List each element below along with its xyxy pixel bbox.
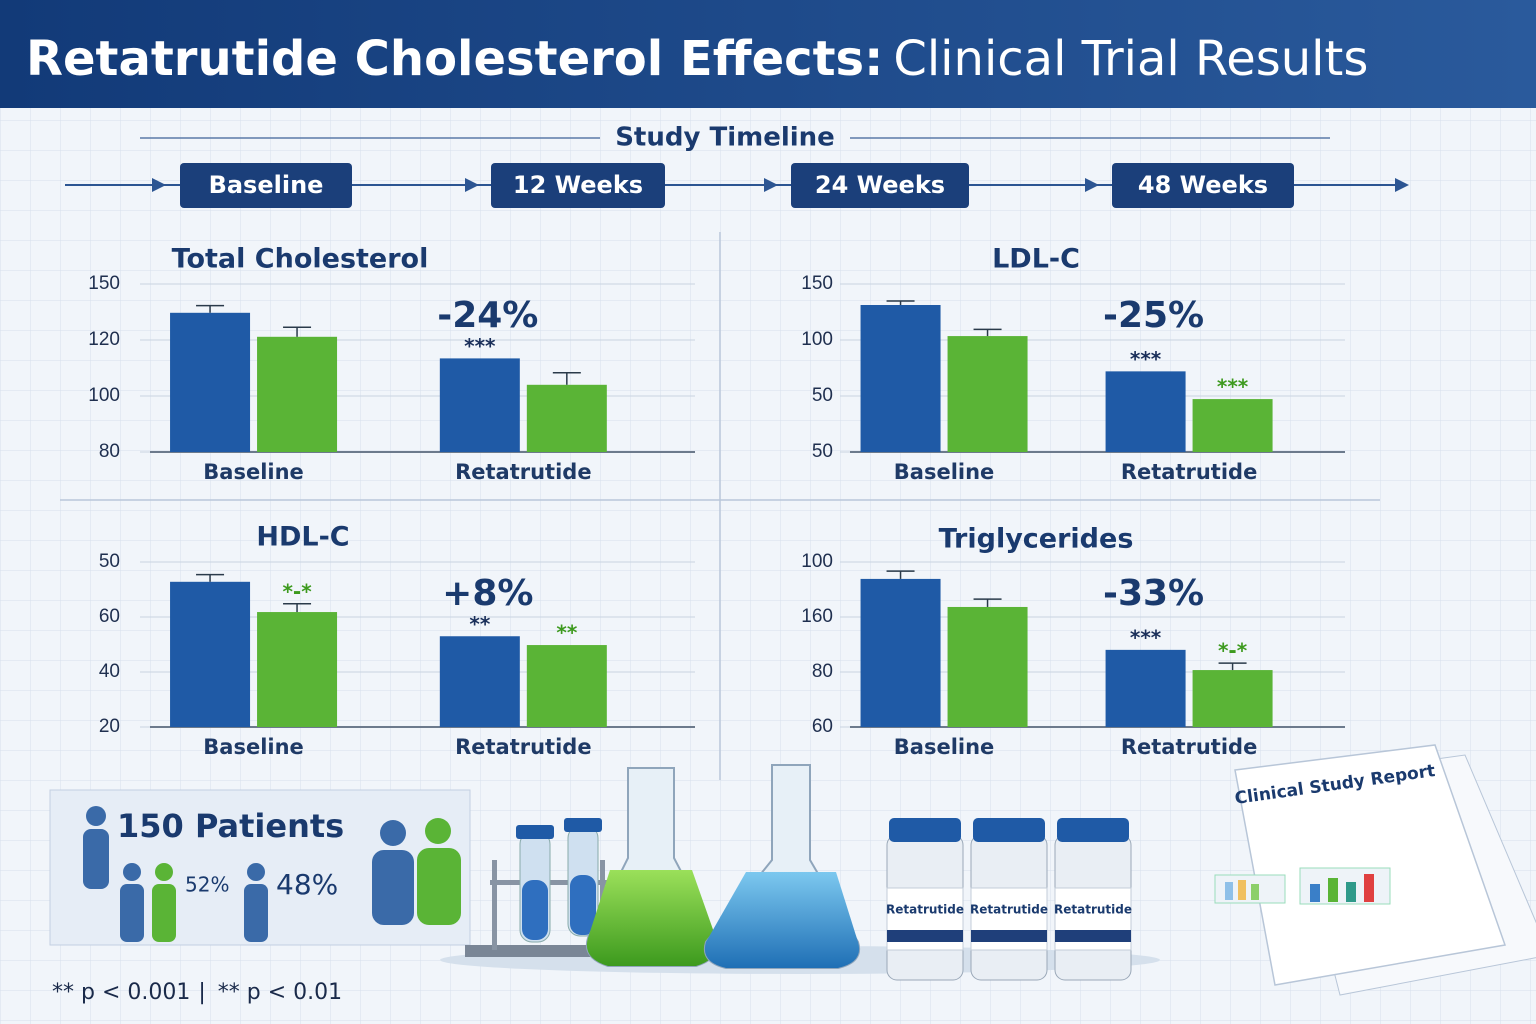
bar (860, 305, 941, 452)
vial-stripe (887, 930, 963, 942)
page-title: Retatrutide Cholesterol Effects: Clinical… (26, 31, 1368, 87)
patient-split: 52% (185, 873, 229, 897)
bar (170, 312, 251, 452)
footnote-sep: | (198, 980, 205, 1005)
timeline-step (1112, 163, 1294, 208)
y-tick-label: 50 (812, 385, 833, 406)
vial-cap (1057, 818, 1129, 842)
y-tick-label: 60 (99, 606, 120, 627)
change-annotation: +8% (442, 573, 533, 614)
y-tick-label: 150 (801, 273, 833, 294)
vial-text: Retatrutide (886, 903, 964, 917)
timeline-step-label: 48 Weeks (1138, 171, 1268, 199)
bar (1105, 371, 1186, 452)
significance: *** (1130, 625, 1162, 649)
vial-cap (889, 818, 961, 842)
timeline: Baseline 12 Weeks 24 Weeks 48 Weeks (180, 163, 1294, 208)
vial-text: Retatrutide (1054, 903, 1132, 917)
x-tick-label: Retatrutide (455, 460, 591, 484)
chart-title: Triglycerides (939, 524, 1134, 555)
bar (439, 358, 520, 452)
chart-title: Total Cholesterol (172, 244, 429, 275)
timeline-arrows (152, 178, 1409, 192)
timeline-step-label: 12 Weeks (513, 171, 643, 199)
chart-title: HDL-C (256, 522, 349, 553)
patient-split: 48% (276, 868, 338, 901)
vial-cap (973, 818, 1045, 842)
change-annotation: -25% (1103, 295, 1204, 336)
significance: *-* (282, 579, 312, 603)
significance: *-* (1218, 639, 1248, 663)
bar (1192, 670, 1273, 727)
bar (526, 645, 607, 727)
header-band (0, 0, 1536, 108)
significance: *** (464, 334, 496, 358)
y-tick-label: 120 (88, 329, 120, 350)
timeline-step-label: 24 Weeks (815, 171, 945, 199)
people-icons (83, 806, 414, 942)
change-annotation: -24% (437, 295, 538, 336)
chart: HDL-C50604020Baseline*-*Retatrutide**+8%… (99, 522, 695, 759)
timeline-step-label: Baseline (209, 171, 324, 199)
x-tick-label: Retatrutide (1121, 460, 1257, 484)
patient-count: 150 Patients (117, 807, 344, 845)
x-tick-label: Baseline (203, 460, 304, 484)
y-tick-label: 100 (801, 329, 833, 350)
significance: *** (1217, 375, 1249, 399)
y-tick-label: 60 (812, 716, 833, 737)
bar (257, 612, 338, 727)
y-tick-label: 20 (99, 716, 120, 737)
footnote: ** p < 0.001 | ** p < 0.01 (52, 980, 342, 1005)
footnote-item: ** p < 0.001 (52, 980, 190, 1005)
chart: LDL-C 150 100 50 50 Baseline Retatrutide *** -25… (801, 244, 1345, 484)
x-tick-label: Retatrutide (455, 735, 591, 759)
significance: *** (1130, 347, 1162, 371)
bar (947, 606, 1028, 727)
bar (170, 581, 251, 727)
y-tick-label: 80 (812, 661, 833, 682)
bar (257, 336, 338, 452)
timeline-title: Study Timeline (615, 123, 835, 153)
significance: ** (469, 612, 490, 636)
timeline-step (791, 163, 969, 208)
vial-stripe (971, 930, 1047, 942)
charts: Total Cholesterol 150 120 100 80 Baseline Reta… (88, 244, 1345, 759)
y-tick-label: 100 (801, 551, 833, 572)
x-tick-label: Baseline (894, 735, 995, 759)
y-tick-label: 50 (812, 441, 833, 462)
timeline-step (491, 163, 665, 208)
bar (1105, 649, 1186, 727)
y-tick-label: 160 (801, 606, 833, 627)
vials: Retatrutide Retatrutide Retatrutide (886, 818, 1132, 981)
bar (947, 336, 1028, 452)
chart: Triglycerides 100 160 80 60 Baseline Retatruti… (801, 524, 1345, 759)
change-annotation: -33% (1103, 573, 1204, 614)
x-tick-label: Baseline (894, 460, 995, 484)
y-tick-label: 40 (99, 661, 120, 682)
bar (439, 636, 520, 727)
bar (860, 578, 941, 727)
x-tick-label: Baseline (203, 735, 304, 759)
y-tick-label: 50 (99, 551, 120, 572)
y-tick-label: 100 (88, 385, 120, 406)
vial-text: Retatrutide (970, 903, 1048, 917)
y-tick-label: 80 (99, 441, 120, 462)
title-bold: Retatrutide Cholesterol Effects: (26, 31, 883, 87)
vial-stripe (1055, 930, 1131, 942)
footnote-item: ** p < 0.01 (218, 980, 342, 1005)
y-tick-label: 150 (88, 273, 120, 294)
bar (1192, 399, 1273, 452)
timeline-step (180, 163, 352, 208)
x-tick-label: Retatrutide (1121, 735, 1257, 759)
bar (526, 384, 607, 452)
significance: ** (556, 621, 577, 645)
title-light: Clinical Trial Results (893, 31, 1368, 87)
people-icons-green (152, 818, 461, 942)
chart: Total Cholesterol 150 120 100 80 Baseline Reta… (88, 244, 695, 484)
report-illustration: Clinical Study Report (1214, 744, 1536, 996)
chart-title: LDL-C (992, 244, 1080, 275)
